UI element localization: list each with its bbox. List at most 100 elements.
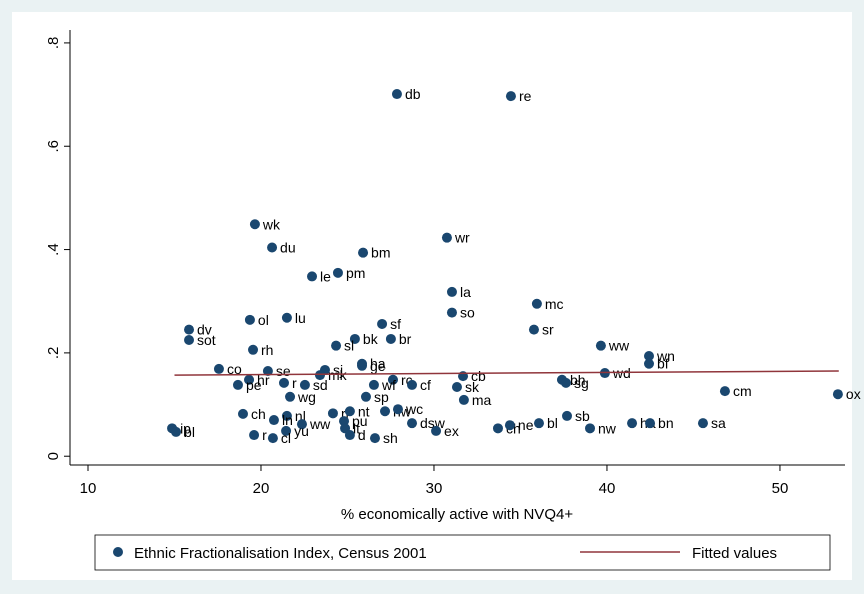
point-label: ww (608, 338, 630, 354)
point (719, 386, 730, 397)
point-label: sa (711, 415, 726, 431)
point (184, 334, 195, 345)
point-label: lt (353, 420, 360, 436)
point-label: ha (370, 356, 386, 372)
point-label: ch (251, 406, 266, 422)
point-label: ri (341, 405, 349, 421)
point-label: db (405, 86, 421, 102)
point-label: wk (262, 216, 281, 232)
point (285, 391, 296, 402)
point-label: bn (658, 415, 674, 431)
point-label: se (276, 363, 291, 379)
point-label: yu (294, 423, 309, 439)
point-label: sk (465, 379, 480, 395)
point (307, 271, 318, 282)
y-tick-label: 0 (45, 452, 62, 460)
point (249, 430, 260, 441)
point-label: du (280, 240, 296, 256)
fitted-line (174, 370, 839, 376)
point-label: ww (309, 416, 331, 432)
point (441, 232, 452, 243)
point (627, 418, 638, 429)
point-label: wr (454, 230, 470, 246)
x-axis-title: % economically active with NVQ4+ (341, 506, 573, 523)
point (380, 406, 391, 417)
point-label: ex (444, 423, 459, 439)
point-label: sl (344, 338, 354, 354)
point-label: bk (363, 331, 379, 347)
point (391, 89, 402, 100)
point (533, 418, 544, 429)
point-label: sp (374, 389, 389, 405)
point-label: br (399, 331, 412, 347)
point (492, 423, 503, 434)
point-label: cb (471, 368, 486, 384)
point (528, 324, 539, 335)
point (595, 340, 606, 351)
point-label: wf (381, 377, 396, 393)
point (645, 418, 656, 429)
point-label: pu (352, 413, 368, 429)
point-label: d (358, 427, 366, 443)
point-label: nl (295, 408, 306, 424)
point (644, 350, 655, 361)
point (358, 247, 369, 258)
point-label: ma (472, 392, 492, 408)
point (268, 415, 279, 426)
point-label: ol (258, 312, 269, 328)
point (299, 379, 310, 390)
point (278, 377, 289, 388)
point-label: nw (598, 420, 617, 436)
point (281, 312, 292, 323)
point (344, 406, 355, 417)
point-label: rc (401, 372, 413, 388)
point-label: bl (547, 415, 558, 431)
point (446, 286, 457, 297)
point-label: lu (295, 310, 306, 326)
point-label: hr (257, 372, 270, 388)
point (171, 426, 182, 437)
point-label: le (320, 268, 331, 284)
x-tick-label: 30 (426, 480, 443, 497)
point-label: sot (197, 332, 216, 348)
point (281, 410, 292, 421)
legend-box (94, 534, 831, 571)
legend-label: Fitted values (692, 545, 777, 562)
point (184, 324, 195, 335)
point-label: sr (542, 322, 554, 338)
point-label: wc (405, 401, 423, 417)
point (385, 333, 396, 344)
point-label: bh (570, 372, 586, 388)
point (249, 219, 260, 230)
point (314, 370, 325, 381)
point-label: re (519, 88, 532, 104)
point-label: ip (180, 420, 191, 436)
y-tick-label: .6 (45, 140, 62, 153)
point-label: sd (313, 377, 328, 393)
point (267, 242, 278, 253)
point-label: r (292, 375, 297, 391)
point (458, 394, 469, 405)
point (644, 358, 655, 369)
point (237, 408, 248, 419)
point (832, 389, 843, 400)
y-tick-label: .8 (45, 37, 62, 50)
y-tick-label: .2 (45, 347, 62, 360)
x-tick-label: 10 (80, 480, 97, 497)
point (451, 381, 462, 392)
point-label: cf (420, 377, 431, 393)
point (387, 374, 398, 385)
point-label: pe (246, 377, 262, 393)
point-label: mk (328, 367, 348, 383)
point-label: nt (358, 403, 370, 419)
point (585, 423, 596, 434)
point (560, 377, 571, 388)
point (244, 374, 255, 385)
point-label: so (460, 305, 475, 321)
point-label: ge (370, 358, 386, 374)
plot-background (12, 12, 852, 580)
point (368, 379, 379, 390)
y-tick-label: .4 (45, 243, 62, 256)
point-label: mc (545, 296, 564, 312)
point-label: sf (390, 316, 401, 332)
